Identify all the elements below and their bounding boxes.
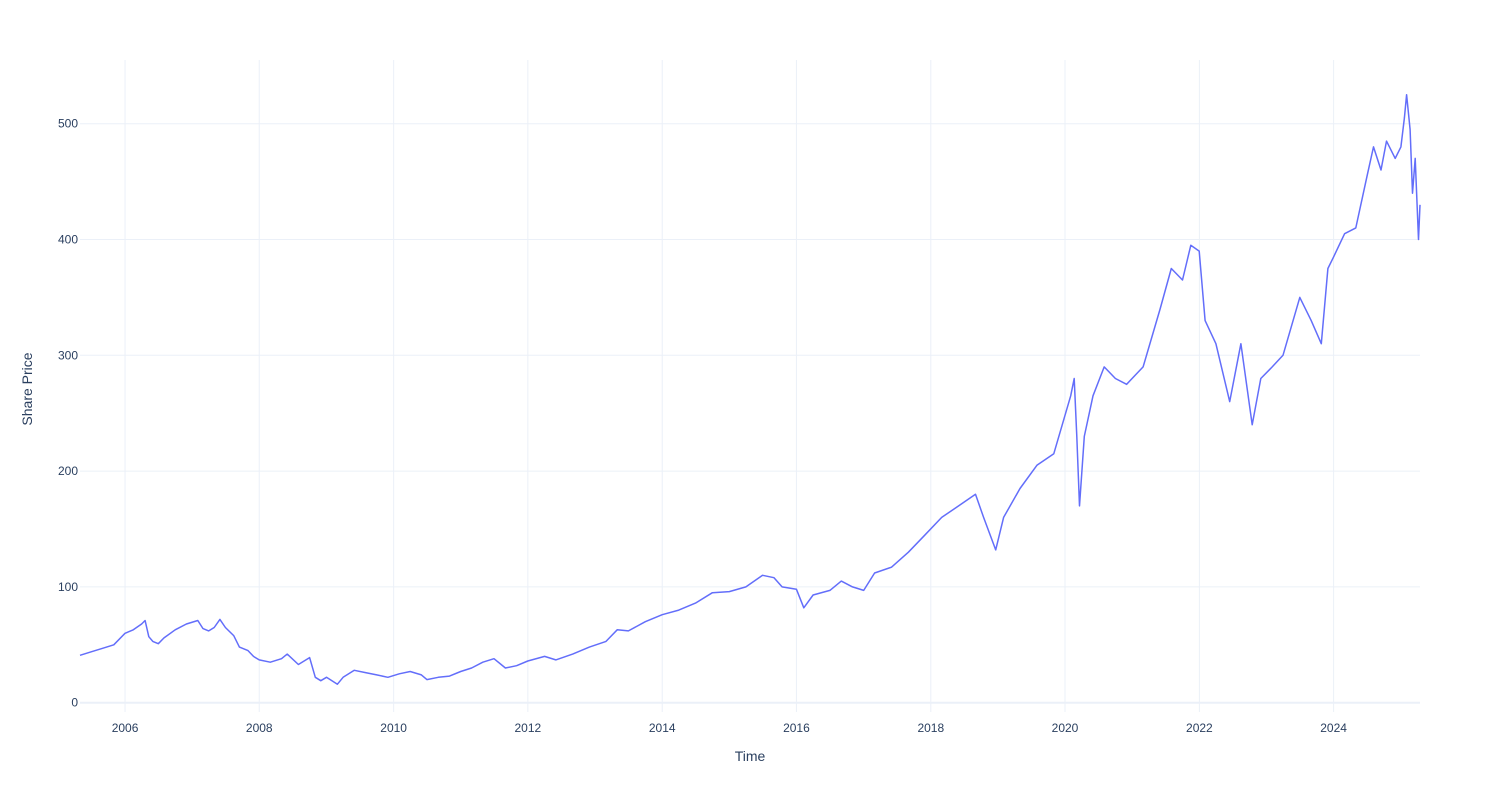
y-tick-label: 300 xyxy=(58,348,78,362)
series-layer xyxy=(79,93,1421,685)
x-tick-label: 2020 xyxy=(1052,721,1079,735)
x-tick-label: 2014 xyxy=(649,721,676,735)
y-tick-label: 200 xyxy=(58,464,78,478)
x-tick-label: 2024 xyxy=(1320,721,1347,735)
y-gridlines xyxy=(80,123,1420,588)
x-tick-label: 2008 xyxy=(246,721,273,735)
y-tick-label: 400 xyxy=(58,233,78,247)
x-tick-label: 2016 xyxy=(783,721,810,735)
x-gridlines xyxy=(124,60,1335,712)
x-tick-label: 2018 xyxy=(917,721,944,735)
x-axis-title: Time xyxy=(735,748,766,764)
y-tick-labels: 0 100 200 300 400 500 xyxy=(58,117,78,710)
y-tick-label: 0 xyxy=(71,696,78,710)
x-tick-label: 2006 xyxy=(112,721,139,735)
y-tick-label: 100 xyxy=(58,580,78,594)
price-line xyxy=(79,93,1421,685)
x-tick-label: 2022 xyxy=(1186,721,1213,735)
y-tick-label: 500 xyxy=(58,117,78,131)
x-tick-labels: 2006 2008 2010 2012 2014 2016 2018 2020 2022 2024 xyxy=(112,721,1348,735)
x-tick-label: 2012 xyxy=(514,721,541,735)
x-tick-label: 2010 xyxy=(380,721,407,735)
y-axis-title: Share Price xyxy=(19,352,35,425)
